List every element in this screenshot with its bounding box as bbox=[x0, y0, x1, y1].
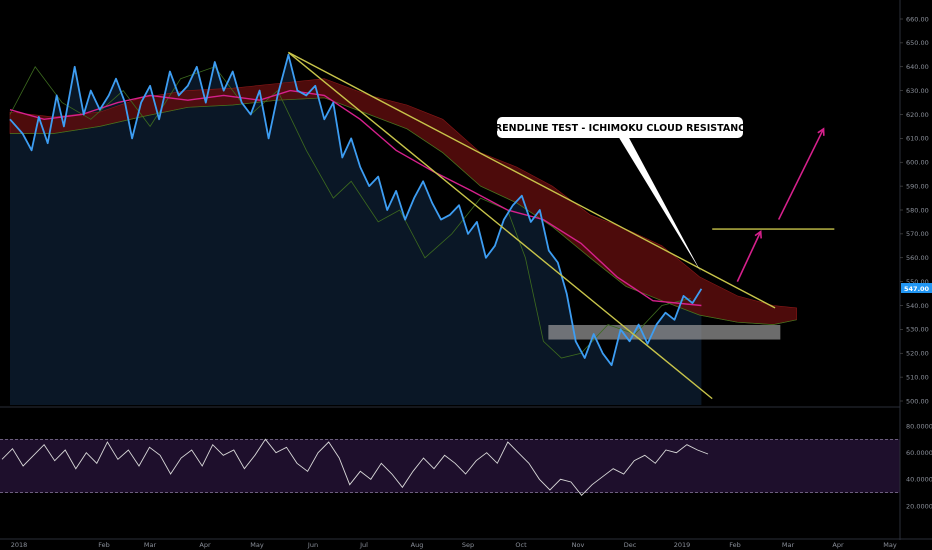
price-tick-label: 530.00 bbox=[906, 326, 929, 334]
trendline-1 bbox=[288, 51, 776, 309]
annotation-text: TRENDLINE TEST - ICHIMOKU CLOUD RESISTAN… bbox=[488, 123, 751, 134]
time-tick-label: Mar bbox=[782, 541, 795, 549]
time-tick-label: Feb bbox=[98, 541, 110, 549]
price-tick-label: 610.00 bbox=[906, 135, 929, 143]
time-tick-label: Jul bbox=[359, 541, 368, 549]
price-tick-label: 620.00 bbox=[906, 111, 929, 119]
price-line bbox=[9, 53, 703, 367]
time-tick-label: Jun bbox=[307, 541, 318, 549]
time-tick-label: May bbox=[250, 541, 264, 549]
price-tick-label: 540.00 bbox=[906, 302, 929, 310]
time-tick-label: Feb bbox=[729, 541, 741, 549]
oscillator-tick-label: 40.0000 bbox=[906, 476, 932, 484]
annotation-callout: TRENDLINE TEST - ICHIMOKU CLOUD RESISTAN… bbox=[488, 117, 752, 272]
callout-box bbox=[497, 117, 743, 138]
price-tick-label: 590.00 bbox=[906, 182, 929, 190]
time-tick-label: Nov bbox=[572, 541, 585, 549]
price-tick-label: 570.00 bbox=[906, 230, 929, 238]
price-tick-label: 520.00 bbox=[906, 350, 929, 358]
arrow-1-shaft bbox=[736, 231, 762, 282]
arrow-2-shaft bbox=[777, 128, 825, 220]
price-tick-label: 650.00 bbox=[906, 39, 929, 47]
oscillator-panel bbox=[0, 438, 900, 496]
price-tick-label: 560.00 bbox=[906, 254, 929, 262]
time-tick-label: Oct bbox=[515, 541, 527, 549]
main-price-panel bbox=[9, 51, 835, 406]
time-tick-label: Apr bbox=[832, 541, 844, 549]
price-tick-label: 550.00 bbox=[906, 278, 929, 286]
price-tick-label: 600.00 bbox=[906, 159, 929, 167]
oscillator-line bbox=[1, 438, 709, 496]
oscillator-tick-label: 60.0000 bbox=[906, 449, 932, 457]
support-zone bbox=[548, 324, 781, 340]
time-tick-label: Sep bbox=[462, 541, 474, 549]
time-tick-label: Mar bbox=[144, 541, 157, 549]
last-price-tag: 547.00 bbox=[901, 283, 932, 293]
price-tick-label: 580.00 bbox=[906, 206, 929, 214]
price-tick-label: 630.00 bbox=[906, 87, 929, 95]
arrow-2-head bbox=[817, 127, 825, 136]
oscillator-tick-label: 20.0000 bbox=[906, 502, 932, 510]
price-tick-label: 660.00 bbox=[906, 15, 929, 23]
trendline-2 bbox=[287, 51, 713, 400]
time-tick-label: Dec bbox=[624, 541, 637, 549]
time-tick-label: May bbox=[883, 541, 897, 549]
last-price-tag-background bbox=[901, 283, 932, 293]
time-tick-label: Apr bbox=[199, 541, 211, 549]
price-area-fill bbox=[10, 54, 702, 406]
callout-pointer bbox=[618, 136, 701, 272]
time-tick-label: 2019 bbox=[674, 541, 691, 549]
oscillator-band bbox=[0, 439, 900, 493]
arrow-1-head bbox=[754, 229, 762, 239]
price-tick-label: 640.00 bbox=[906, 63, 929, 71]
oscillator-tick-label: 80.0000 bbox=[906, 422, 932, 430]
last-price-label: 547.00 bbox=[904, 285, 930, 293]
lagging-span-line bbox=[9, 66, 691, 359]
time-tick-label: Aug bbox=[411, 541, 424, 549]
price-tick-label: 500.00 bbox=[906, 397, 929, 405]
time-tick-label: 2018 bbox=[11, 541, 28, 549]
moving-average-line bbox=[9, 89, 702, 307]
price-tick-label: 510.00 bbox=[906, 373, 929, 381]
